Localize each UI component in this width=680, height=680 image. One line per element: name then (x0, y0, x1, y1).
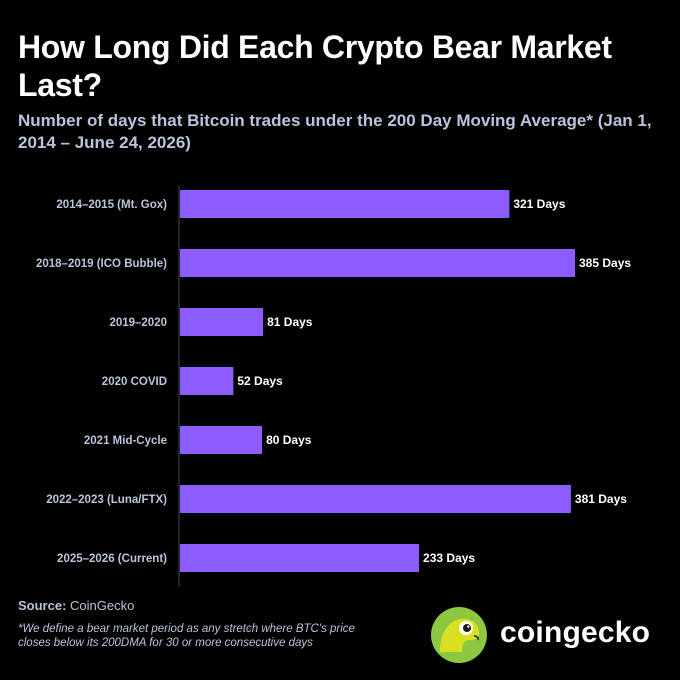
source-value: CoinGecko (70, 598, 135, 613)
value-label: 81 Days (267, 315, 313, 329)
value-label: 321 Days (513, 197, 565, 211)
bar (180, 485, 571, 513)
gecko-icon (431, 607, 487, 663)
bar-chart: 2014–2015 (Mt. Gox) 321 Days 2018–2019 (IC… (36, 186, 631, 587)
value-label: 52 Days (237, 374, 283, 388)
source-label: Source: (18, 598, 67, 613)
bar (180, 367, 234, 395)
bar (180, 544, 420, 572)
bar (180, 249, 575, 277)
value-label: 80 Days (266, 433, 312, 447)
bar (180, 190, 510, 218)
bar (180, 426, 263, 454)
category-label: 2018–2019 (ICO Bubble) (36, 258, 167, 270)
source-line: Source: CoinGecko (18, 598, 134, 613)
bar (180, 308, 264, 336)
category-label: 2014–2015 (Mt. Gox) (56, 199, 167, 211)
category-label: 2025–2026 (Current) (57, 553, 167, 565)
brand-name: coingecko (500, 616, 651, 649)
footnote: *We define a bear market period as any s… (18, 623, 355, 649)
category-label: 2019–2020 (109, 317, 167, 329)
category-label: 2020 COVID (102, 376, 167, 388)
coingecko-logo: coingecko (430, 606, 670, 664)
chart-subtitle: Number of days that Bitcoin trades under… (18, 111, 652, 152)
value-label: 385 Days (579, 256, 631, 270)
category-label: 2022–2023 (Luna/FTX) (46, 494, 167, 506)
value-label: 233 Days (423, 551, 475, 565)
value-label: 381 Days (575, 492, 627, 506)
chart-title: How Long Did Each Crypto Bear Market Las… (18, 29, 612, 103)
category-label: 2021 Mid-Cycle (84, 435, 167, 447)
